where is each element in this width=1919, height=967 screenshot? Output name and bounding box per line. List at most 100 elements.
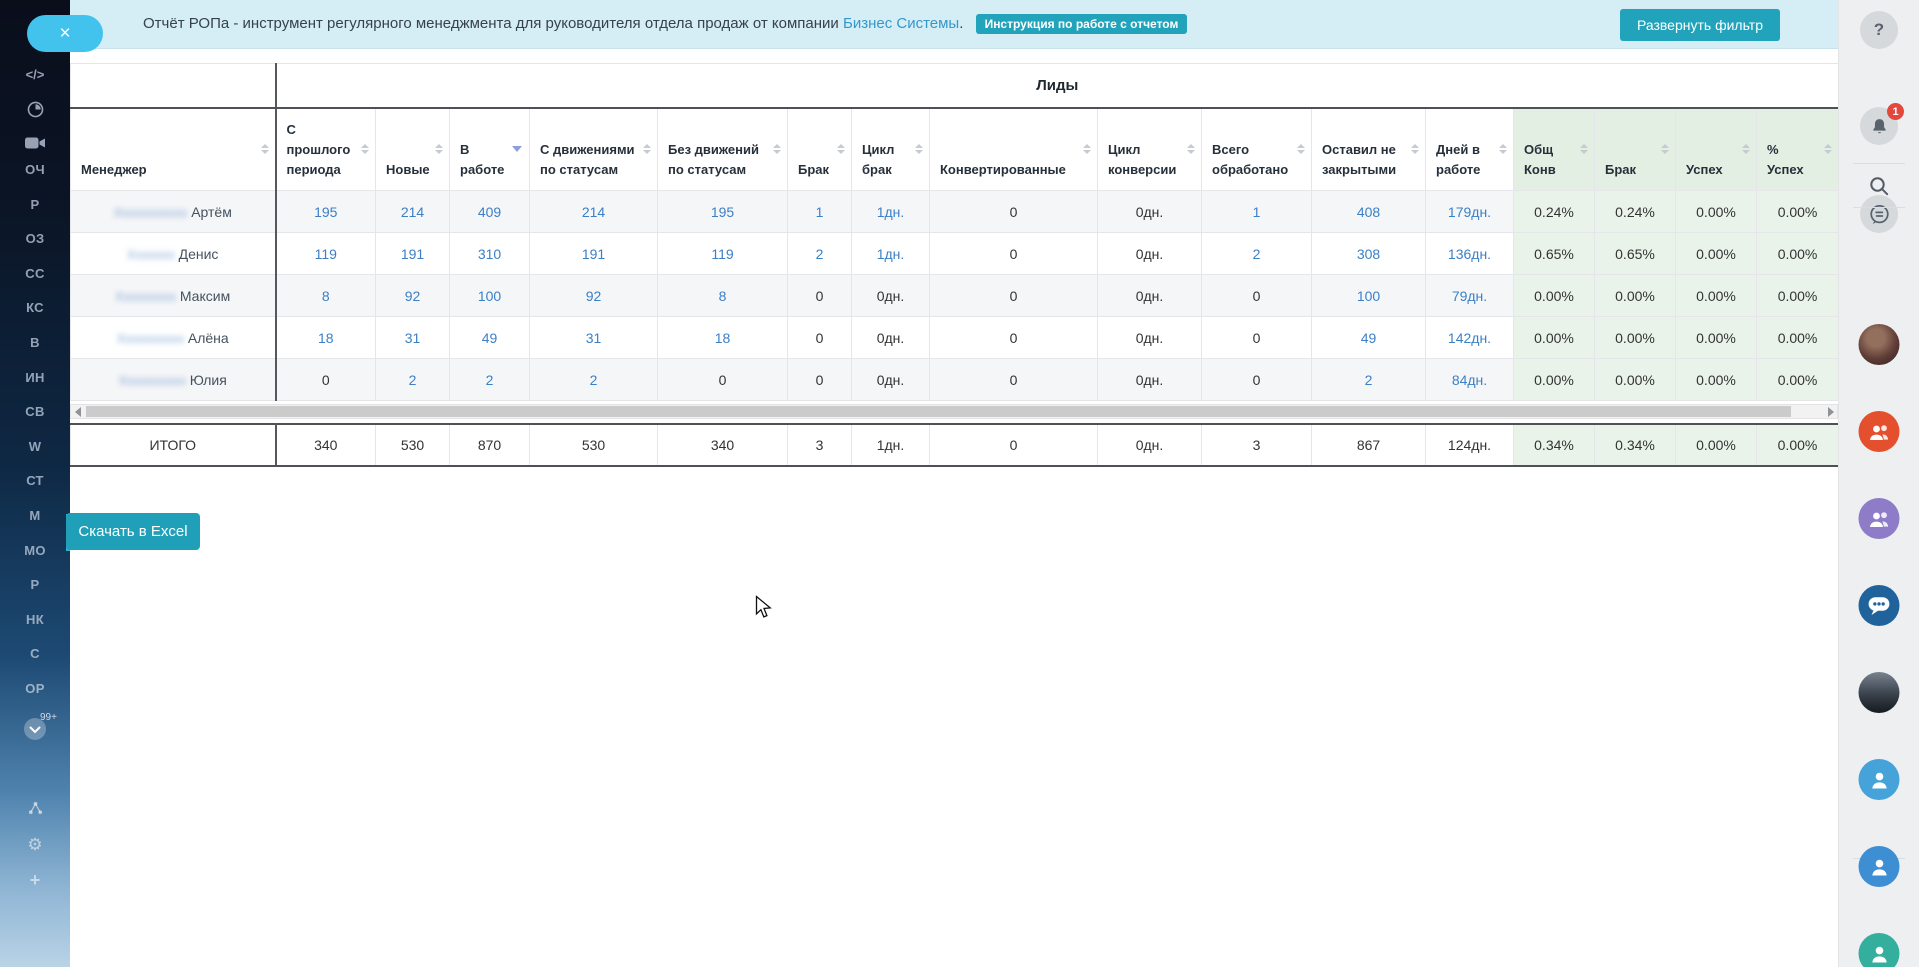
search-button[interactable]	[1860, 167, 1898, 205]
group-chat-purple[interactable]	[1858, 498, 1900, 539]
cell-r3-c4[interactable]: 31	[529, 316, 658, 359]
cell-r2-c1[interactable]: 8	[275, 274, 376, 317]
messenger-button[interactable]	[1860, 195, 1898, 233]
manager-name-link[interactable]: Юлия	[189, 371, 227, 388]
sidebar-item-8[interactable]: W	[28, 438, 42, 454]
cell-r1-c5[interactable]: 119	[657, 232, 788, 275]
sidebar-item-15[interactable]: ОР	[25, 681, 45, 696]
column-header-5[interactable]: Без движений по статусам	[657, 107, 788, 191]
cell-r0-c11[interactable]: 408	[1311, 190, 1426, 233]
column-header-11[interactable]: Оставил не закрытыми	[1311, 107, 1426, 191]
sort-icon[interactable]	[1661, 144, 1669, 155]
cell-r1-c2[interactable]: 191	[375, 232, 450, 275]
user-chat-teal[interactable]	[1858, 933, 1900, 967]
column-header-8[interactable]: Конвертированные	[929, 107, 1098, 191]
group-chat-blue-bubble[interactable]	[1858, 585, 1900, 626]
notifications-button[interactable]: 1	[1860, 103, 1904, 145]
sidebar-more-chevron-icon[interactable]: 99+	[0, 712, 70, 747]
sidebar-item-4[interactable]: КС	[26, 300, 44, 316]
cell-r0-c4[interactable]: 214	[529, 190, 658, 233]
cell-r1-c3[interactable]: 310	[449, 232, 530, 275]
column-header-4[interactable]: С движениями по статусам	[529, 107, 658, 191]
cell-r1-c12[interactable]: 136дн.	[1425, 232, 1514, 275]
code-icon[interactable]: </>	[25, 67, 45, 82]
column-header-3[interactable]: В работе	[449, 107, 530, 191]
manager-name-link[interactable]: Денис	[178, 245, 219, 262]
sort-icon[interactable]	[1580, 144, 1588, 155]
manager-name-link[interactable]: Алёна	[187, 329, 229, 346]
cell-r3-c5[interactable]: 18	[657, 316, 788, 359]
column-header-0[interactable]: Менеджер	[70, 107, 277, 191]
video-icon[interactable]	[0, 135, 70, 156]
download-excel-button[interactable]: Скачать в Excel	[66, 513, 200, 550]
company-link[interactable]: Бизнес Системы	[842, 15, 960, 32]
sort-icon[interactable]	[1411, 144, 1419, 155]
cell-r0-c7[interactable]: 1дн.	[851, 190, 930, 233]
cell-r3-c2[interactable]: 31	[375, 316, 450, 359]
avatar-photo-landscape[interactable]	[1858, 672, 1900, 713]
sidebar-item-1[interactable]: Р	[30, 196, 40, 212]
share-nodes-icon[interactable]	[0, 800, 70, 822]
sort-icon[interactable]	[1499, 144, 1507, 155]
sidebar-item-3[interactable]: СС	[25, 265, 45, 281]
cell-r2-c5[interactable]: 8	[657, 274, 788, 317]
sidebar-item-2[interactable]: ОЗ	[25, 231, 45, 247]
sidebar-item-5[interactable]: В	[30, 335, 40, 350]
column-header-15[interactable]: Успех	[1675, 107, 1757, 191]
sort-icon[interactable]	[361, 144, 369, 155]
cell-r2-c2[interactable]: 92	[375, 274, 450, 317]
cell-r2-c3[interactable]: 100	[449, 274, 530, 317]
column-header-10[interactable]: Всего обработано	[1201, 107, 1312, 191]
sort-icon[interactable]	[915, 144, 923, 155]
cell-r4-c12[interactable]: 84дн.	[1425, 358, 1514, 401]
cell-r1-c10[interactable]: 2	[1201, 232, 1312, 275]
cell-r3-c3[interactable]: 49	[449, 316, 530, 359]
sidebar-item-6[interactable]: ИН	[25, 369, 45, 385]
sort-icon[interactable]	[260, 144, 269, 155]
sort-icon[interactable]	[643, 144, 651, 155]
scrollbar-thumb[interactable]	[86, 406, 1791, 417]
cell-r0-c6[interactable]: 1	[787, 190, 852, 233]
cell-r4-c3[interactable]: 2	[449, 358, 530, 401]
cell-r0-c10[interactable]: 1	[1201, 190, 1312, 233]
sort-icon[interactable]	[1083, 144, 1091, 155]
column-header-13[interactable]: Общ Конв	[1513, 107, 1595, 191]
add-plus-icon[interactable]: +	[29, 870, 41, 890]
cell-r2-c4[interactable]: 92	[529, 274, 658, 317]
cell-r3-c11[interactable]: 49	[1311, 316, 1426, 359]
group-chat-orange[interactable]	[1858, 411, 1900, 452]
cell-r4-c4[interactable]: 2	[529, 358, 658, 401]
sidebar-item-14[interactable]: С	[30, 646, 40, 662]
column-header-2[interactable]: Новые	[375, 107, 450, 191]
sort-icon[interactable]	[435, 144, 443, 155]
column-header-1[interactable]: С прошлого периода	[275, 107, 376, 191]
scroll-left-arrow-icon[interactable]	[75, 407, 81, 417]
cell-r4-c11[interactable]: 2	[1311, 358, 1426, 401]
cell-r1-c6[interactable]: 2	[787, 232, 852, 275]
instruction-badge-button[interactable]: Инструкция по работе с отчетом	[975, 14, 1188, 34]
sort-icon[interactable]	[837, 144, 845, 155]
sidebar-item-9[interactable]: СТ	[26, 473, 44, 489]
help-button[interactable]: ?	[1860, 11, 1898, 49]
cell-r2-c12[interactable]: 79дн.	[1425, 274, 1514, 317]
sort-desc-icon[interactable]	[512, 146, 522, 153]
sort-icon[interactable]	[1824, 144, 1833, 155]
clock-icon[interactable]	[0, 100, 70, 124]
column-header-12[interactable]: Дней в работе	[1425, 107, 1514, 191]
cell-r3-c1[interactable]: 18	[275, 316, 376, 359]
sort-icon[interactable]	[1742, 144, 1750, 155]
column-header-6[interactable]: Брак	[787, 107, 852, 191]
user-chat-lightblue[interactable]	[1858, 759, 1900, 800]
column-header-14[interactable]: Брак	[1594, 107, 1676, 191]
cell-r0-c1[interactable]: 195	[275, 190, 376, 233]
expand-filter-button[interactable]: Развернуть фильтр	[1619, 9, 1780, 41]
sidebar-item-7[interactable]: СВ	[25, 404, 45, 420]
cell-r0-c3[interactable]: 409	[449, 190, 530, 233]
sidebar-item-12[interactable]: Р	[30, 577, 40, 593]
scroll-right-arrow-icon[interactable]	[1828, 407, 1834, 417]
sidebar-item-11[interactable]: МО	[24, 542, 46, 558]
column-header-16[interactable]: % Успех	[1755, 107, 1840, 191]
sidebar-item-0[interactable]: ОЧ	[25, 162, 45, 177]
user-chat-blue[interactable]	[1858, 846, 1900, 887]
cell-r0-c5[interactable]: 195	[657, 190, 788, 233]
